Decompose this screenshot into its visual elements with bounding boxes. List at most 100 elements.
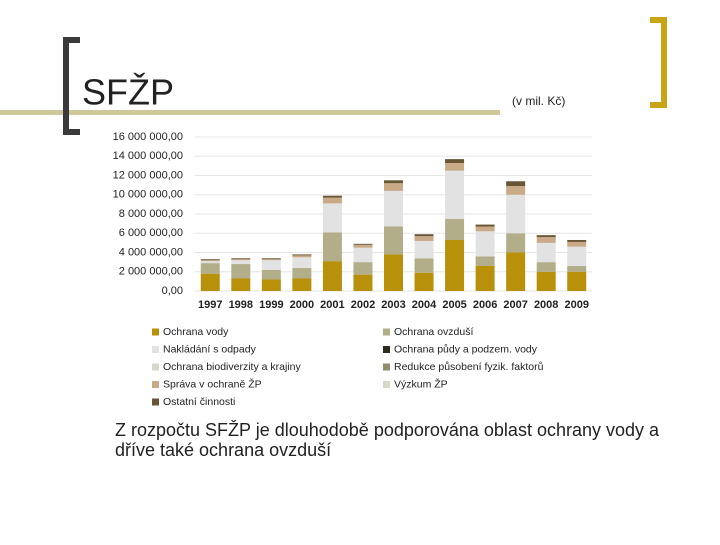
bar-segment [322,197,342,204]
left-bracket [63,37,80,135]
bar-segment [567,265,587,272]
bar-segment [445,159,465,163]
bar-segment [445,218,465,240]
bar-segment [567,241,587,247]
legend-swatch [383,381,390,388]
bar-segment [292,278,312,291]
y-tick-label: 16 000 000,00 [113,131,183,143]
legend-swatch [152,346,159,353]
x-tick-label: 1998 [229,299,253,311]
bar-segment [445,162,465,171]
bar-segment [322,203,342,233]
bar-segment [414,234,434,237]
bar-segment [353,247,373,263]
y-tick-label: 6 000 000,00 [119,227,183,239]
bar-segment [200,263,220,274]
bar-segment [261,269,281,280]
bar-segment [292,255,312,258]
bar-segment [384,183,403,191]
bar-segment [506,252,526,291]
legend-label: Správa v ochraně ŽP [163,377,262,390]
subtitle: (v mil. Kč) [512,94,565,108]
bar-segment [475,231,495,257]
bar-segment [475,226,495,232]
bar-segment [353,274,373,291]
x-tick-label: 1999 [259,299,283,311]
legend-swatch [383,346,390,353]
bar-segment [292,254,312,256]
legend-label: Ochrana vody [163,326,229,338]
y-tick-label: 4 000 000,00 [119,246,183,258]
slide-title: SFŽP [82,72,174,113]
annotation: Z rozpočtu SFŽP je dlouhodobě podporován… [115,420,660,460]
bar-segment [567,271,587,291]
bar-segment [475,256,495,266]
bar-segment [445,170,465,219]
x-tick-label: 2003 [381,299,405,311]
bar-segment [536,271,556,291]
bar-segment [567,239,587,242]
bar-segment [322,195,342,198]
bar-segment [475,224,495,227]
y-tick-label: 0,00 [162,285,183,297]
x-tick-label: 2000 [290,299,314,311]
bar-segment [353,244,373,248]
legend-swatch [152,381,159,388]
bar-segment [200,259,220,261]
bar-segment [506,186,526,195]
x-tick-label: 2005 [442,299,466,311]
bar-segment [292,257,312,268]
bar-segment [322,232,342,262]
bar-segment [384,190,403,227]
bar-segment [231,278,251,291]
y-tick-label: 12 000 000,00 [113,169,183,181]
bar-segment [506,194,526,234]
legend-label: Ochrana půdy a podzem. vody [394,343,538,355]
bar-segment [261,260,281,270]
bar-segment [261,279,281,291]
x-tick-label: 2006 [473,299,497,311]
bar-segment [536,242,556,263]
bar-segment [322,261,342,291]
y-tick-label: 10 000 000,00 [113,189,183,201]
bar-segment [414,272,434,291]
bar-segment [353,243,373,245]
legend-label: Ochrana ovzduší [394,326,473,338]
x-tick-label: 2002 [351,299,375,311]
bar-segment [414,258,434,273]
title-rule [0,110,500,115]
legend-label: Ochrana biodiverzity a krajiny [163,361,301,373]
bar-segment [414,240,434,259]
bar-segment [231,264,251,279]
y-tick-label: 8 000 000,00 [119,208,183,220]
bar-segment [261,259,281,261]
bar-segment [384,226,403,255]
legend-label: Nakládání s odpady [163,343,257,355]
bar-segment [353,262,373,275]
bar-segment [292,267,312,279]
bar-segment [200,260,220,262]
legend-label: Ostatní činnosti [163,396,235,408]
bar-segment [445,239,465,291]
bar-segment [200,273,220,291]
bar-segment [261,258,281,260]
bar-segment [475,265,495,291]
bar-segment [536,262,556,272]
legend-swatch [383,328,390,336]
legend-swatch [152,328,159,336]
bar-segment [231,260,251,265]
bar-segment [231,259,251,261]
x-tick-label: 2004 [412,299,437,311]
legend-swatch [152,363,159,371]
x-tick-label: 2009 [564,299,588,311]
right-bracket [650,17,667,108]
y-tick-label: 14 000 000,00 [113,150,183,162]
bar-segment [567,246,587,266]
bar-segment [231,258,251,260]
bar-segment [506,181,526,187]
bar-segment [414,236,434,241]
x-tick-label: 2001 [320,299,344,311]
y-tick-label: 2 000 000,00 [119,266,183,278]
annotation-box: Z rozpočtu SFŽP je dlouhodobě podporován… [115,420,660,460]
